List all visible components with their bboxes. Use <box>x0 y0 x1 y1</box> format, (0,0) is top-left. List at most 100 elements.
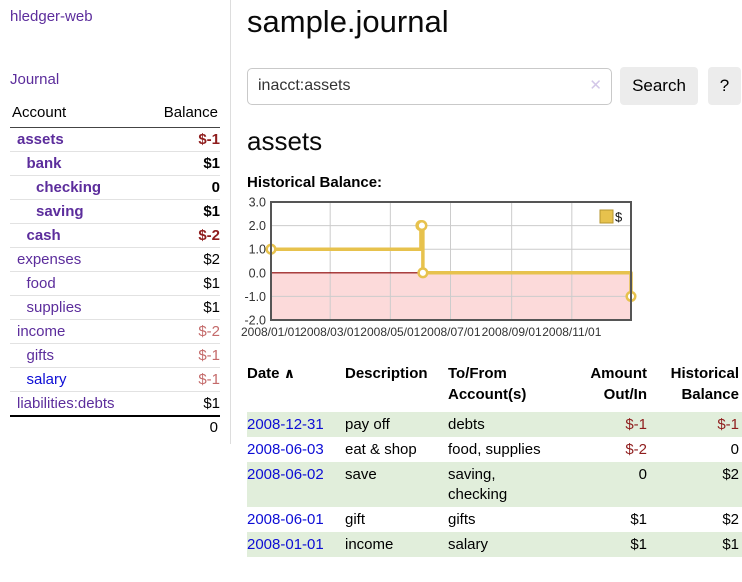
transaction-row: 2008-06-02 save saving, checking 0 $2 <box>247 462 742 507</box>
x-axis-tick-label: 2008/01/01 <box>241 325 301 339</box>
search-input[interactable] <box>247 67 612 105</box>
account-link[interactable]: salary <box>26 371 67 388</box>
account-link[interactable]: food <box>26 275 56 292</box>
legend-label: $ <box>615 210 623 225</box>
register-header-row: Date ∧ Description To/From Account(s) Am… <box>247 361 742 412</box>
sidebar: hledger-web Journal Account Balance asse… <box>0 0 231 444</box>
transaction-amount: $1 <box>630 511 647 528</box>
data-point-marker <box>416 220 428 232</box>
data-point-marker <box>417 267 429 279</box>
register-header-balance: Historical Balance <box>670 365 739 403</box>
account-link[interactable]: saving <box>36 203 84 220</box>
account-balance: $1 <box>144 295 220 320</box>
accounts-header-account: Account <box>10 101 145 128</box>
transaction-date-link[interactable]: 2008-01-01 <box>247 536 324 553</box>
transaction-accounts: food, supplies <box>448 441 541 458</box>
account-link[interactable]: gifts <box>26 347 55 364</box>
app-title-link[interactable]: hledger-web <box>10 8 93 25</box>
account-link[interactable]: assets <box>17 131 64 148</box>
register-header-description: Description <box>345 365 428 382</box>
x-axis-tick-label: 2008/09/01 <box>482 325 542 339</box>
y-axis-tick-label: 3.0 <box>249 196 266 210</box>
account-row: salary $-1 <box>10 367 220 392</box>
x-axis-tick-label: 2008/05/01 <box>360 325 420 339</box>
search-form: ✕ Search ? <box>247 67 742 105</box>
transaction-date-link[interactable]: 2008-12-31 <box>247 416 324 433</box>
register-table: Date ∧ Description To/From Account(s) Am… <box>247 361 742 557</box>
account-balance: $-1 <box>144 343 220 368</box>
accounts-total-row: 0 <box>10 414 220 439</box>
transaction-row: 2008-06-03 eat & shop food, supplies $-2… <box>247 437 742 462</box>
transaction-description: gift <box>345 511 366 528</box>
x-axis-tick-label: 2008/07/01 <box>420 325 480 339</box>
account-link[interactable]: cash <box>26 227 61 244</box>
transaction-date-link[interactable]: 2008-06-02 <box>247 466 324 483</box>
transaction-balance: $2 <box>722 466 739 483</box>
register-header-date[interactable]: Date ∧ <box>247 365 296 382</box>
transaction-date-link[interactable]: 2008-06-01 <box>247 511 324 528</box>
transaction-description: income <box>345 536 394 553</box>
transaction-amount: $-1 <box>625 416 647 433</box>
transaction-amount: $-2 <box>625 441 647 458</box>
register-header-accounts: To/From Account(s) <box>448 365 527 403</box>
y-axis-tick-label: -1.0 <box>244 290 266 304</box>
transaction-amount: 0 <box>638 466 647 483</box>
chart-title: Historical Balance: <box>247 174 383 191</box>
main-content: sample.journal ✕ Search ? assets Histori… <box>241 0 742 557</box>
transaction-date-link[interactable]: 2008-06-03 <box>247 441 324 458</box>
transaction-accounts: gifts <box>448 511 476 528</box>
transaction-balance: $1 <box>722 536 739 553</box>
transaction-balance: $2 <box>722 511 739 528</box>
account-link[interactable]: bank <box>26 155 62 172</box>
account-link[interactable]: expenses <box>17 251 82 268</box>
account-link[interactable]: income <box>17 323 66 340</box>
account-balance: $1 <box>144 199 220 224</box>
y-axis-tick-label: 0.0 <box>249 266 266 280</box>
transaction-balance: $-1 <box>717 416 739 433</box>
transaction-accounts: salary <box>448 536 489 553</box>
account-balance: 0 <box>144 175 220 200</box>
account-balance: $-1 <box>144 127 220 152</box>
account-row: saving $1 <box>10 199 220 224</box>
y-axis-tick-label: -2.0 <box>244 314 266 328</box>
account-link[interactable]: supplies <box>26 299 82 316</box>
account-balance: $2 <box>144 247 220 272</box>
search-box: ✕ <box>247 67 612 105</box>
account-row: bank $1 <box>10 151 220 176</box>
transaction-row: 2008-01-01 income salary $1 $1 <box>247 532 742 557</box>
help-button[interactable]: ? <box>708 67 741 105</box>
account-balance: $-2 <box>144 223 220 248</box>
accounts-header-balance: Balance <box>144 101 220 128</box>
transaction-balance: 0 <box>730 441 739 458</box>
transaction-row: 2008-06-01 gift gifts $1 $2 <box>247 507 742 532</box>
account-link[interactable]: liabilities:debts <box>17 394 115 412</box>
accounts-table: Account Balance assets $-1 bank $1 check… <box>10 101 220 439</box>
accounts-total-balance: 0 <box>144 414 220 439</box>
page-title: sample.journal <box>247 4 449 39</box>
search-button[interactable]: Search <box>620 67 698 105</box>
account-link[interactable]: checking <box>36 179 102 196</box>
account-balance: $-2 <box>144 319 220 344</box>
chart-border <box>270 201 632 321</box>
clear-search-icon[interactable]: ✕ <box>589 76 602 94</box>
transaction-accounts: saving, checking <box>448 466 508 503</box>
account-row: cash $-2 <box>10 223 220 248</box>
account-balance: $1 <box>144 391 220 416</box>
register-header-amount: Amount Out/In <box>590 365 647 403</box>
sidebar-item-journal[interactable]: Journal <box>10 71 60 88</box>
historical-balance-chart: 3.0 2.0 1.0 0.0 -1.0 -2.0 2008/01/01 2008/03/01… <box>241 196 742 342</box>
account-row: checking 0 <box>10 175 220 200</box>
account-row: food $1 <box>10 271 220 296</box>
account-balance: $-1 <box>144 367 220 392</box>
transaction-description: pay off <box>345 416 390 433</box>
account-row: supplies $1 <box>10 295 220 320</box>
transaction-row: 2008-12-31 pay off debts $-1 $-1 <box>247 412 742 437</box>
transaction-accounts: debts <box>448 416 485 433</box>
transaction-description: eat & shop <box>345 441 417 458</box>
account-row: liabilities:debts $1 <box>10 391 220 416</box>
transaction-amount: $1 <box>630 536 647 553</box>
y-axis-tick-label: 2.0 <box>249 219 266 233</box>
y-axis-tick-label: 1.0 <box>249 243 266 257</box>
account-row: gifts $-1 <box>10 343 220 368</box>
account-row: expenses $2 <box>10 247 220 272</box>
